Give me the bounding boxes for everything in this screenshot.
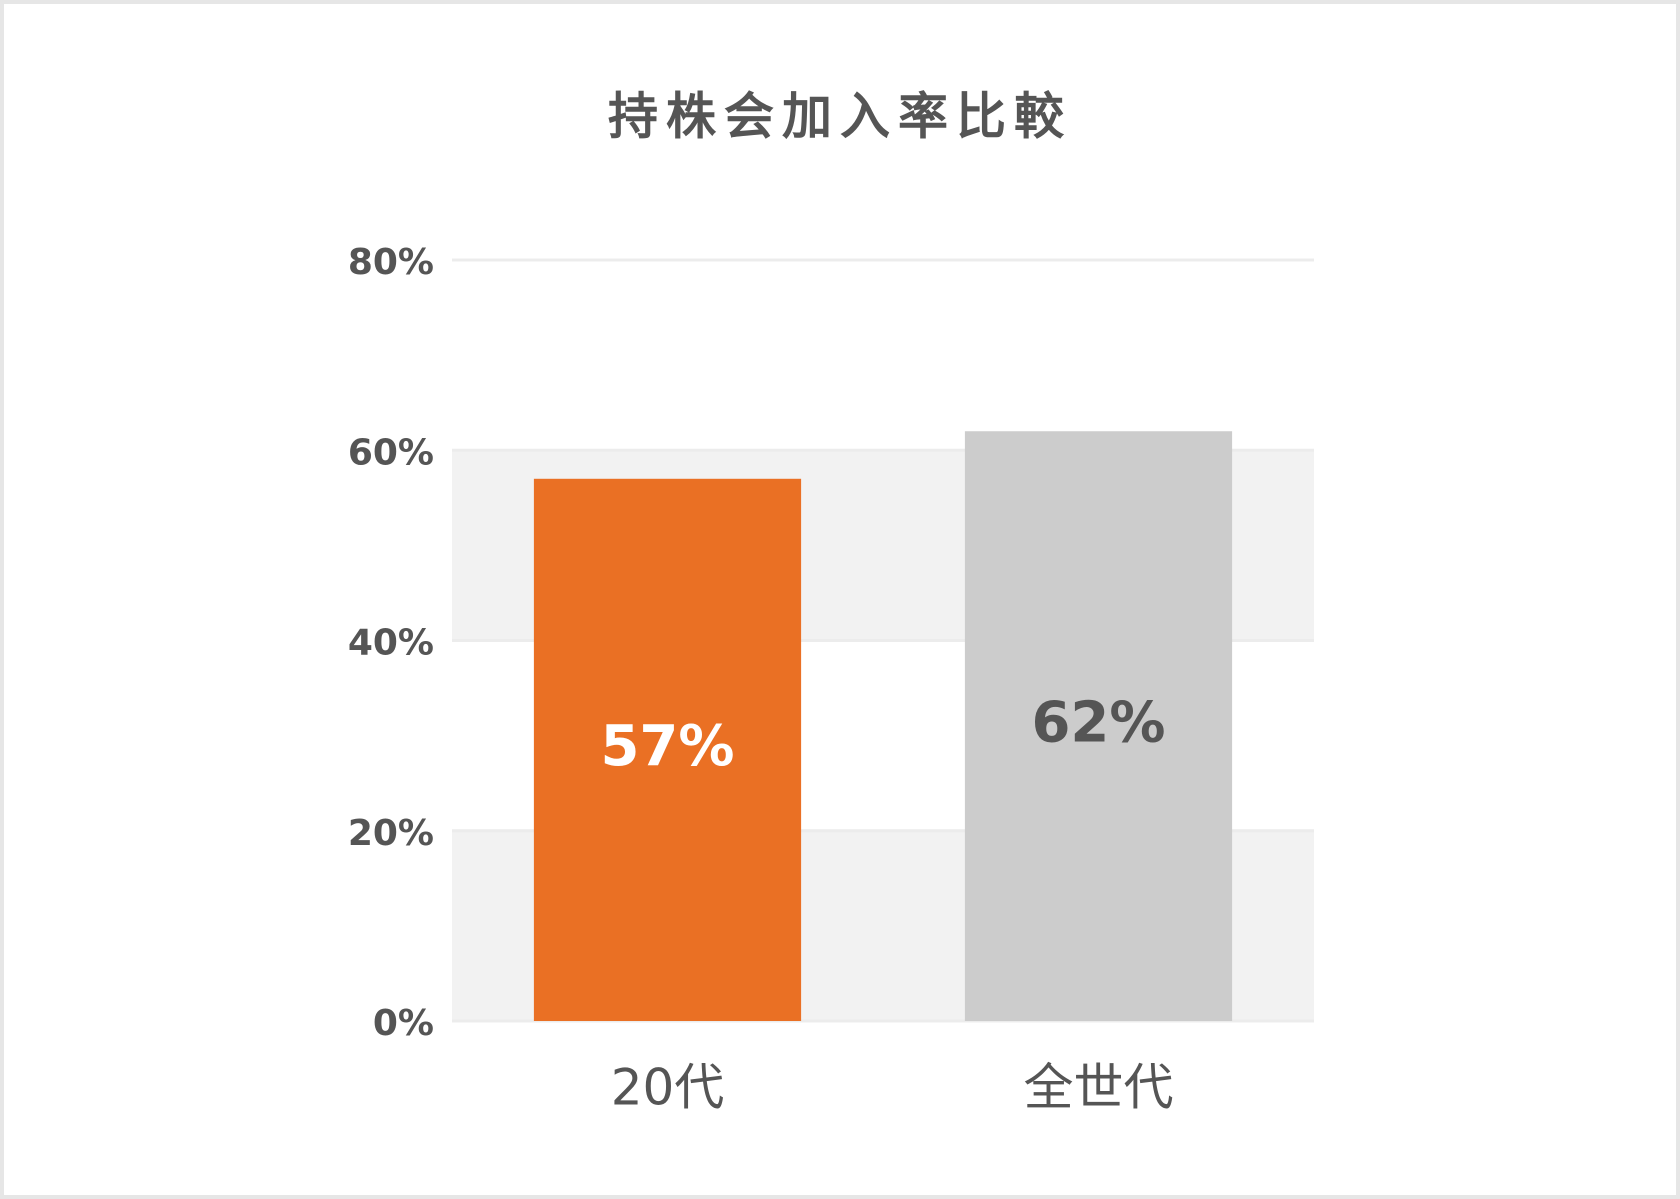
bar xyxy=(964,431,1233,1022)
value-label: 57% xyxy=(600,714,734,779)
y-tick-label: 80% xyxy=(348,242,434,283)
value-label: 62% xyxy=(1031,690,1165,755)
chart-title: 持株会加入率比較 xyxy=(608,88,1072,146)
y-tick-label: 60% xyxy=(348,432,434,473)
y-tick-label: 0% xyxy=(373,1003,434,1044)
y-tick-label: 20% xyxy=(348,813,434,854)
bar xyxy=(533,478,802,1022)
x-tick-label: 20代 xyxy=(611,1059,725,1117)
y-tick-label: 40% xyxy=(348,623,434,664)
x-tick-label: 全世代 xyxy=(1024,1059,1174,1117)
